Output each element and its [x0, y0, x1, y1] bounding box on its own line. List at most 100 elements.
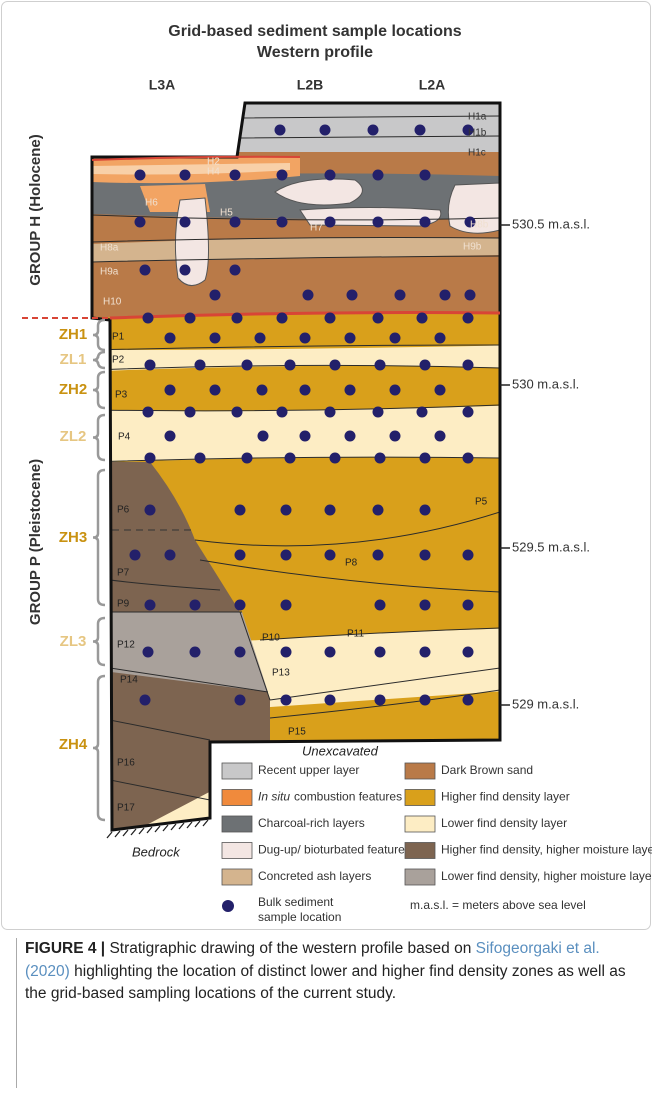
sample-dot: [462, 359, 474, 371]
dug-up-feature: [274, 178, 363, 206]
sample-dot: [419, 599, 431, 611]
zone-brace: [92, 616, 106, 667]
sample-dot: [164, 430, 176, 442]
legend-label: Lower find density layer: [441, 816, 567, 830]
sample-dot: [344, 430, 356, 442]
sample-dot: [189, 646, 201, 658]
sample-dot: [324, 312, 336, 324]
layer-label: P4: [118, 432, 131, 443]
zone-label: ZL3: [60, 633, 87, 650]
layer-label: P15: [288, 727, 306, 738]
column-label: L2A: [419, 77, 445, 93]
legend-swatch: [221, 815, 253, 833]
sample-dot: [231, 406, 243, 418]
legend-sample-dot: [222, 900, 234, 912]
caption: FIGURE 4 | Stratigraphic drawing of the …: [16, 938, 633, 1088]
layer-fill: [92, 103, 500, 152]
sample-dot: [276, 312, 288, 324]
sample-dot: [419, 694, 431, 706]
sample-dot: [372, 216, 384, 228]
layer-label: H2: [207, 157, 220, 168]
layer-label: P13: [272, 668, 290, 679]
caption-reference[interactable]: Sifogeorgaki et al. (2020): [25, 940, 600, 980]
column-label: L2B: [297, 77, 323, 93]
figure-subtitle: Western profile: [257, 44, 373, 61]
sample-dot: [179, 216, 191, 228]
layer-label: H8a: [100, 243, 119, 254]
sample-dot: [372, 549, 384, 561]
sample-dot: [256, 384, 268, 396]
layer-label: P14: [120, 675, 138, 686]
bedrock-label: Bedrock: [132, 844, 181, 859]
sample-dot: [462, 124, 474, 136]
sample-dot: [276, 216, 288, 228]
sample-dot: [280, 694, 292, 706]
sample-dot: [372, 406, 384, 418]
sample-dot: [280, 646, 292, 658]
sample-dot: [144, 452, 156, 464]
sample-dot: [329, 452, 341, 464]
group-divider: [109, 311, 501, 320]
legend-text: Lower find density layer: [441, 816, 567, 830]
zone-brace: [92, 370, 106, 410]
sample-dot: [374, 452, 386, 464]
sample-dot: [439, 289, 451, 301]
dug-up-feature: [447, 182, 500, 234]
sample-dot: [257, 430, 269, 442]
sample-dot: [142, 406, 154, 418]
sample-dot: [344, 332, 356, 344]
layer-label: P7: [117, 568, 130, 579]
layer-label: H6: [145, 198, 158, 209]
layer-label: P1: [112, 332, 125, 343]
sample-dot: [462, 312, 474, 324]
sample-dot: [179, 169, 191, 181]
hatch: [106, 819, 209, 839]
sample-dot: [284, 359, 296, 371]
legend-label: Dug-up/ bioturbated features: [258, 843, 411, 857]
sample-dot: [234, 646, 246, 658]
legend-emphasis: In situ: [258, 790, 290, 804]
legend-swatch: [221, 789, 253, 806]
sample-dot: [142, 646, 154, 658]
sample-dot: [234, 549, 246, 561]
layer-label: H9a: [100, 267, 119, 278]
sample-dot: [324, 406, 336, 418]
legend-label: Higher find density, higher moisture lay…: [441, 843, 652, 857]
sample-dot: [462, 694, 474, 706]
legend-swatch: [221, 842, 253, 859]
bedrock-hatch: [106, 819, 209, 839]
sample-dot: [142, 312, 154, 324]
elevation-label: 530.5 m.a.s.l.: [512, 216, 590, 231]
caption-text: highlighting the location of distinct lo…: [25, 962, 626, 1003]
zone-brace: [92, 413, 106, 462]
sample-dot: [434, 430, 446, 442]
sample-dot: [367, 124, 379, 136]
figure: Grid-based sediment sample locations Wes…: [1, 1, 652, 930]
sample-dot: [164, 384, 176, 396]
zone-brace: [92, 468, 106, 607]
legend-label: Concreted ash layers: [258, 869, 371, 883]
sample-dot: [144, 504, 156, 516]
sample-dot: [179, 264, 191, 276]
legend-text: Dark Brown sand: [441, 763, 533, 777]
legend-swatch: [404, 815, 436, 833]
legend-text: Charcoal-rich layers: [258, 816, 365, 830]
sample-dot: [324, 694, 336, 706]
sample-dot: [419, 646, 431, 658]
sample-dot: [164, 332, 176, 344]
layer-label: P8: [345, 558, 358, 569]
legend-sample-label: Bulk sediment: [258, 895, 334, 909]
layer-label: P2: [112, 355, 125, 366]
caption-text: Stratigraphic drawing of the western pro…: [109, 940, 472, 957]
legend-swatch: [221, 868, 253, 886]
sample-dot: [389, 332, 401, 344]
legend-text: Higher find density layer: [441, 790, 570, 804]
layer-boundaries: [92, 115, 500, 801]
zone-label: ZH2: [59, 381, 87, 398]
sample-dot: [229, 216, 241, 228]
sample-dot: [284, 452, 296, 464]
sample-dot: [346, 289, 358, 301]
layer-label: H5: [220, 208, 233, 219]
sample-dot: [274, 124, 286, 136]
